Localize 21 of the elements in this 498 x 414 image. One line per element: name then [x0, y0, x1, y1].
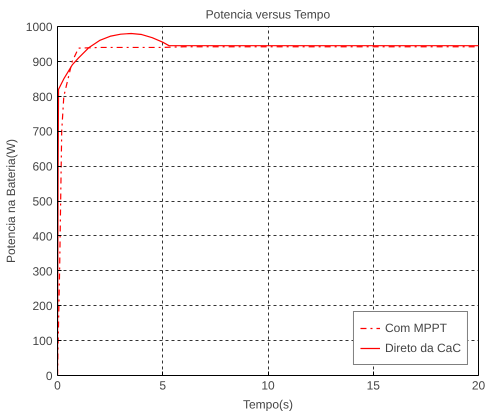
y-tick-label: 400	[32, 229, 53, 244]
x-tick-label: 5	[159, 378, 166, 392]
y-tick-label: 1000	[26, 20, 53, 34]
x-tick-label: 0	[54, 378, 62, 392]
y-tick-label: 900	[32, 54, 53, 69]
y-tick-label: 500	[32, 194, 53, 208]
x-axis-title: Tempo(s)	[242, 398, 294, 412]
x-tick-label: 20	[472, 378, 486, 392]
x-tick-label: 10	[261, 378, 275, 392]
legend-label: Com MPPT	[384, 321, 447, 335]
y-tick-label: 600	[32, 160, 53, 174]
y-tick-label: 200	[32, 299, 53, 314]
chart-title: Potencia versus Tempo	[206, 8, 330, 22]
y-axis-title: Potencia na Bateria(W)	[4, 138, 18, 264]
y-tick-label: 800	[32, 90, 53, 104]
x-tick-label: 15	[366, 378, 380, 392]
y-tick-label: 700	[32, 124, 53, 139]
y-tick-label: 100	[32, 334, 53, 348]
legend-label: Direto da CaC	[384, 341, 461, 355]
y-tick-label: 0	[46, 369, 53, 383]
y-tick-label: 300	[32, 264, 53, 278]
